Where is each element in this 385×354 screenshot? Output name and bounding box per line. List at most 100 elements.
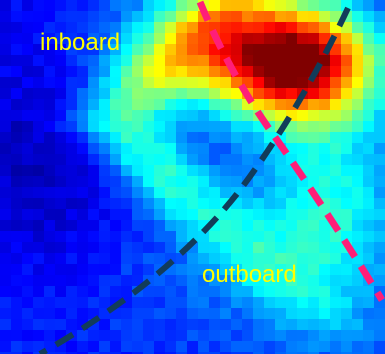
heatmap-cell [341, 143, 353, 155]
heatmap-cell [110, 176, 122, 188]
heatmap-cell [297, 66, 309, 78]
heatmap-cell [99, 11, 111, 23]
heatmap-cell [0, 11, 12, 23]
heatmap-cell [110, 22, 122, 34]
heatmap-cell [154, 352, 166, 354]
heatmap-cell [66, 55, 78, 67]
heatmap-cell [11, 253, 23, 265]
heatmap-cell [220, 143, 232, 155]
heatmap-cell [363, 220, 375, 232]
heatmap-cell [176, 11, 188, 23]
heatmap-cell [374, 198, 385, 210]
heatmap-cell [286, 187, 298, 199]
heatmap-cell [297, 77, 309, 89]
heatmap-cell [297, 253, 309, 265]
heatmap-cell [154, 297, 166, 309]
heatmap-cell [55, 253, 67, 265]
heatmap-cell [66, 176, 78, 188]
heatmap-cell [44, 88, 56, 100]
heatmap-cell [33, 242, 45, 254]
heatmap-cell [341, 0, 353, 12]
heatmap-cell [121, 319, 133, 331]
heatmap-cell [209, 242, 221, 254]
heatmap-cell [11, 55, 23, 67]
heatmap-cell [341, 88, 353, 100]
heatmap-cell [44, 11, 56, 23]
heatmap-cell [132, 352, 144, 354]
heatmap-cell [132, 253, 144, 265]
heatmap-cell [242, 297, 254, 309]
heatmap-cell [33, 209, 45, 221]
heatmap-cell [143, 66, 155, 78]
heatmap-cell [88, 0, 100, 12]
heatmap-cell [0, 44, 12, 56]
heatmap-cell [286, 110, 298, 122]
heatmap-cell [11, 99, 23, 111]
heatmap-cell [0, 66, 12, 78]
heatmap-cell [231, 88, 243, 100]
heatmap-cell [363, 66, 375, 78]
heatmap-cell [231, 187, 243, 199]
heatmap-cell [374, 341, 385, 353]
heatmap-cell [176, 198, 188, 210]
heatmap-cell [341, 198, 353, 210]
heatmap-cell [132, 44, 144, 56]
heatmap-cell [22, 154, 34, 166]
heatmap-cell [363, 88, 375, 100]
heatmap-cell [22, 231, 34, 243]
heatmap-cell [11, 231, 23, 243]
heatmap-cell [154, 154, 166, 166]
heatmap-cell [253, 77, 265, 89]
heatmap-cell [55, 352, 67, 354]
heatmap-cell [165, 187, 177, 199]
heatmap-cell [165, 286, 177, 298]
heatmap-cell [0, 286, 12, 298]
heatmap-cell [110, 44, 122, 56]
heatmap-cell [330, 55, 342, 67]
heatmap-cell [209, 209, 221, 221]
heatmap-cell [0, 341, 12, 353]
heatmap-cell [242, 187, 254, 199]
heatmap-cell [220, 132, 232, 144]
heatmap-cell [176, 297, 188, 309]
heatmap-cell [55, 209, 67, 221]
heatmap-cell [33, 297, 45, 309]
heatmap-cell [121, 33, 133, 45]
heatmap-cell [374, 231, 385, 243]
heatmap-cell [209, 22, 221, 34]
heatmap-cell [220, 319, 232, 331]
heatmap-cell [99, 121, 111, 133]
heatmap-cell [374, 253, 385, 265]
heatmap-cell [330, 198, 342, 210]
heatmap-cell [242, 352, 254, 354]
heatmap-cell [198, 308, 210, 320]
heatmap-cell [242, 99, 254, 111]
heatmap-cell [77, 11, 89, 23]
heatmap-cell [176, 165, 188, 177]
heatmap-cell [374, 33, 385, 45]
heatmap-cell [198, 286, 210, 298]
heatmap-cell [308, 110, 320, 122]
heatmap-cell [297, 264, 309, 276]
heatmap-cell [110, 352, 122, 354]
heatmap-cell [154, 231, 166, 243]
heatmap-cell [132, 66, 144, 78]
heatmap-cell [99, 55, 111, 67]
heatmap-cell [11, 77, 23, 89]
heatmap-cell [88, 209, 100, 221]
heatmap-cell [242, 231, 254, 243]
heatmap-cell [308, 308, 320, 320]
heatmap-cell [33, 88, 45, 100]
heatmap-cell [242, 22, 254, 34]
heatmap-cell [121, 121, 133, 133]
heatmap-cell [44, 132, 56, 144]
heatmap-cell [176, 0, 188, 12]
heatmap-cell [297, 220, 309, 232]
heatmap-cell [132, 330, 144, 342]
heatmap-cell [110, 55, 122, 67]
heatmap-cell [363, 341, 375, 353]
heatmap-cell [253, 319, 265, 331]
heatmap-cell [264, 66, 276, 78]
heatmap-cell [242, 264, 254, 276]
heatmap-cell [110, 341, 122, 353]
